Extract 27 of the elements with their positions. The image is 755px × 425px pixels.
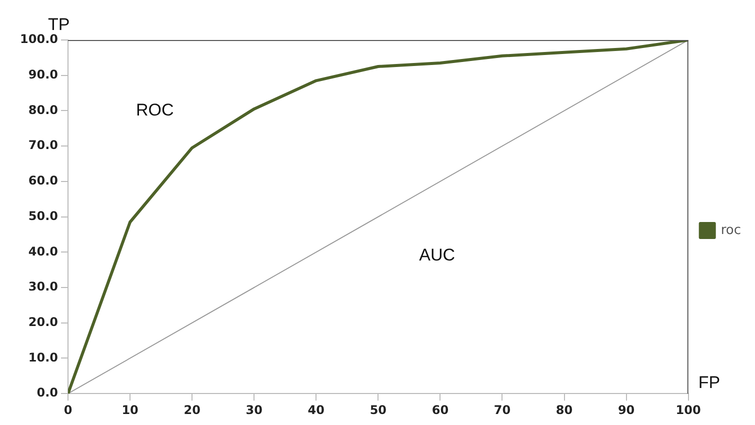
- x-tick-label: 50: [370, 402, 387, 417]
- x-tick-label: 70: [494, 402, 511, 417]
- annotation: AUC: [419, 245, 456, 264]
- x-tick-label: 20: [184, 402, 200, 417]
- x-tick-label: 10: [122, 402, 138, 417]
- y-tick-label: 40.0: [28, 244, 58, 258]
- x-axis-title: FP: [698, 372, 720, 392]
- y-tick-label: 60.0: [28, 174, 58, 188]
- x-tick-label: 30: [246, 402, 262, 417]
- y-tick-label: 0.0: [36, 386, 58, 400]
- y-tick-label: 80.0: [28, 102, 58, 117]
- x-tick-label: 40: [308, 402, 324, 417]
- y-tick-label: 20.0: [28, 315, 58, 330]
- y-tick-label: 10.0: [28, 350, 58, 364]
- y-axis-title: TP: [48, 15, 70, 34]
- x-tick-label: 90: [618, 402, 635, 417]
- x-tick-label: 100: [676, 402, 701, 417]
- y-tick-label: 70.0: [28, 138, 58, 152]
- y-tick-label: 100.0: [20, 32, 58, 46]
- y-tick-label: 50.0: [28, 208, 58, 223]
- x-tick-label: 60: [432, 402, 449, 417]
- y-tick-label: 90.0: [28, 67, 58, 82]
- legend-label: roc: [720, 222, 742, 238]
- annotation: ROC: [136, 100, 174, 120]
- x-tick-label: 0: [64, 402, 72, 417]
- x-tick-label: 80: [556, 402, 573, 417]
- y-tick-label: 30.0: [28, 280, 58, 294]
